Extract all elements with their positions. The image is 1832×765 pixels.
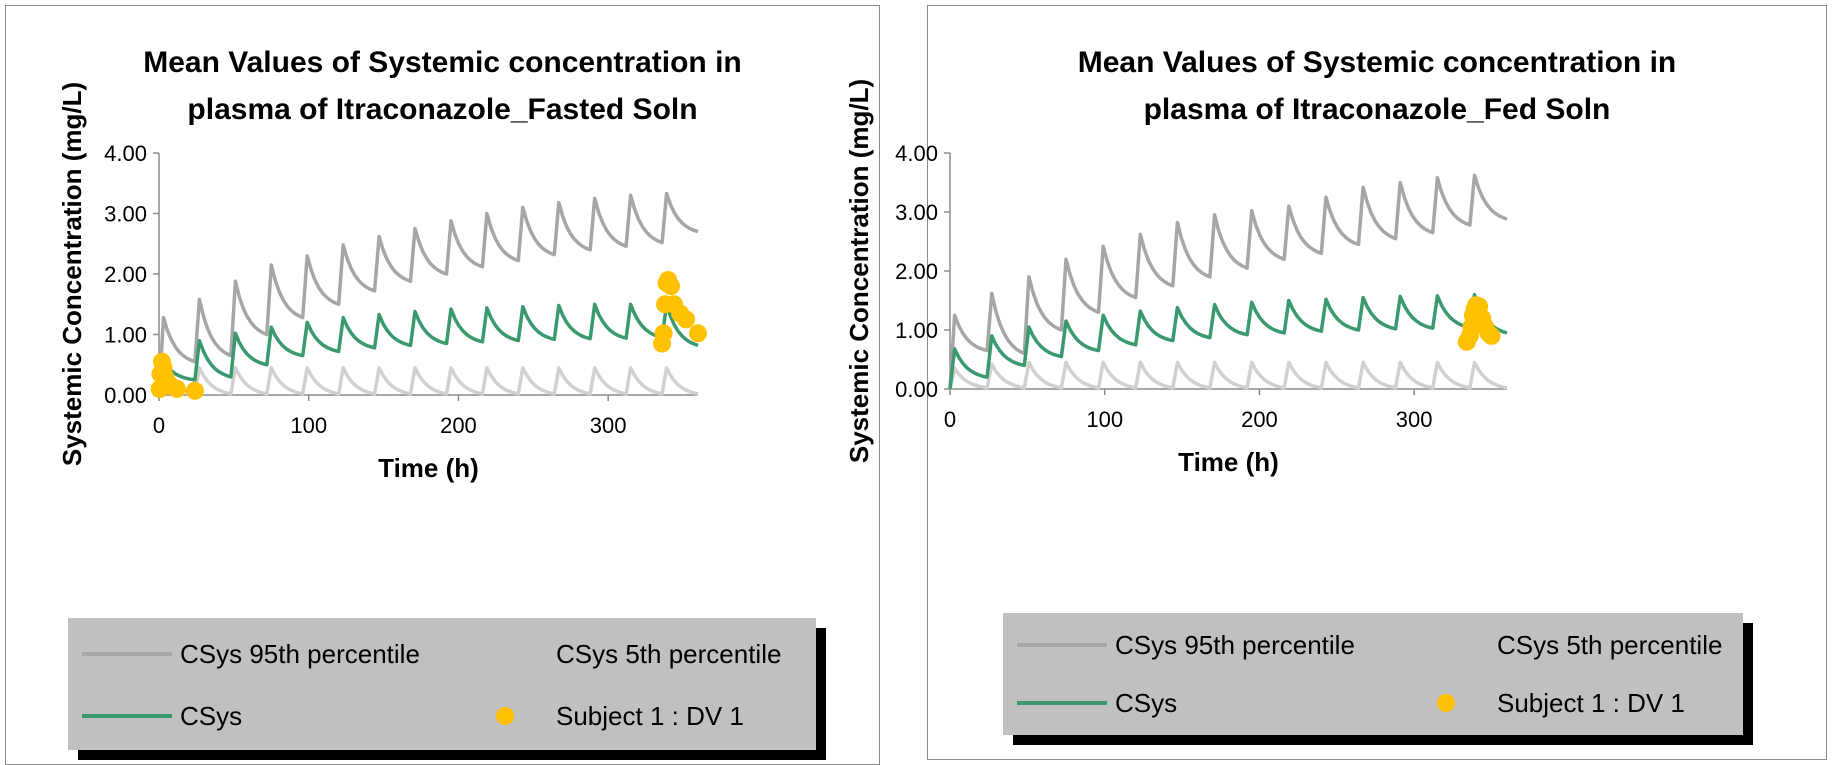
legend-item-csys: CSys <box>1017 683 1177 723</box>
legend-label-dv: Subject 1 : DV 1 <box>556 700 744 731</box>
dv-point <box>167 379 186 398</box>
chart-title-line1: Mean Values of Systemic concentration in <box>143 46 742 79</box>
chart-panel-fed: Mean Values of Systemic concentration in… <box>844 5 1827 760</box>
legend-label-csys: CSys <box>180 700 243 731</box>
x-tick-label: 200 <box>440 413 477 438</box>
chart-title-line2: plasma of Itraconazole_Fed Soln <box>1143 93 1611 126</box>
legend-label-p5: CSys 5th percentile <box>1497 629 1723 660</box>
legend-item-p95: CSys 95th percentile <box>1017 625 1355 665</box>
dv-point <box>654 324 673 343</box>
y-tick-label: 0.00 <box>104 383 147 408</box>
legend-label-dv: Subject 1 : DV 1 <box>1497 687 1685 718</box>
series-line-csys <box>157 302 699 396</box>
dv-point <box>662 277 681 296</box>
series-line-p5 <box>157 366 699 396</box>
legend-symbol-p5 <box>1399 625 1489 665</box>
series-line-p5 <box>948 360 1508 390</box>
x-tick-label: 100 <box>1086 407 1123 432</box>
x-axis-title: Time (h) <box>378 453 479 483</box>
legend-label-p5: CSys 5th percentile <box>556 638 782 669</box>
dv-point <box>185 381 204 400</box>
series-line-p95 <box>157 191 699 396</box>
legend-item-p5: CSys 5th percentile <box>1399 625 1722 665</box>
dv-point <box>689 324 707 343</box>
chart-plot-fasted: 0.00 1.00 2.00 3.00 4.00 0 100 200 300 Time (h) Sy… <box>57 82 707 483</box>
x-tick-label: 300 <box>590 413 627 438</box>
y-tick-label: 0.00 <box>895 377 938 402</box>
y-tick-label: 1.00 <box>104 323 147 348</box>
x-tick-label: 100 <box>290 413 327 438</box>
y-tick-label: 2.00 <box>104 262 147 287</box>
legend-item-dv: Subject 1 : DV 1 <box>458 696 744 736</box>
y-tick-label: 2.00 <box>895 259 938 284</box>
legend-item-p5: CSys 5th percentile <box>458 634 781 674</box>
legend-symbol-p95 <box>82 634 172 674</box>
dv-point <box>1482 326 1501 345</box>
legend-symbol-csys <box>82 696 172 736</box>
legend-item-csys: CSys <box>82 696 242 736</box>
legend-label-p95: CSys 95th percentile <box>1115 629 1355 660</box>
series-line-p95 <box>948 173 1508 390</box>
chart-title-line2: plasma of Itraconazole_Fasted Soln <box>187 93 698 126</box>
legend-symbol-dv <box>458 696 548 736</box>
chart-panel-fasted: Mean Values of Systemic concentration in… <box>5 5 880 765</box>
y-tick-label: 4.00 <box>895 141 938 166</box>
legend-symbol-p95 <box>1017 625 1107 665</box>
series-line-csys <box>948 292 1508 390</box>
legend-symbol-p5 <box>458 634 548 674</box>
x-tick-label: 300 <box>1396 407 1433 432</box>
chart-plot-fed: 0.00 1.00 2.00 3.00 4.00 0 100 200 300 Time (h) Sy… <box>844 79 1508 477</box>
legend-fed: CSys 95th percentile CSys 5th percentile… <box>1003 613 1743 735</box>
chart-title-line1: Mean Values of Systemic concentration in <box>1077 46 1677 79</box>
legend-fasted: CSys 95th percentile CSys 5th percentile… <box>68 618 816 750</box>
y-tick-label: 1.00 <box>895 318 938 343</box>
legend-item-dv: Subject 1 : DV 1 <box>1399 683 1685 723</box>
legend-label-p95: CSys 95th percentile <box>180 638 420 669</box>
x-tick-label: 200 <box>1241 407 1278 432</box>
legend-item-p95: CSys 95th percentile <box>82 634 420 674</box>
y-tick-label: 4.00 <box>104 141 147 166</box>
legend-symbol-csys <box>1017 683 1107 723</box>
legend-symbol-dv <box>1399 683 1489 723</box>
y-axis-title: Systemic Concentration (mg/L) <box>844 79 874 463</box>
y-axis-title: Systemic Concentration (mg/L) <box>57 82 87 466</box>
x-axis-title: Time (h) <box>1178 447 1279 477</box>
legend-label-csys: CSys <box>1115 687 1178 718</box>
x-tick-label: 0 <box>153 413 165 438</box>
dv-point <box>677 310 696 329</box>
y-tick-label: 3.00 <box>895 200 938 225</box>
y-tick-label: 3.00 <box>104 202 147 227</box>
x-tick-label: 0 <box>944 407 956 432</box>
dv-point <box>150 379 169 398</box>
